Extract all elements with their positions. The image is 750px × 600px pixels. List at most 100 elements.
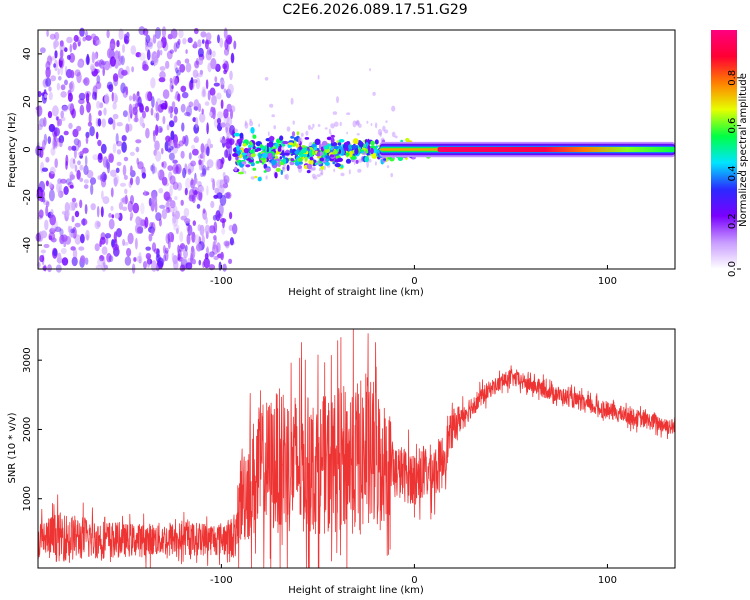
spectrogram-noise-cell xyxy=(124,256,132,266)
spectrogram-noise-cell xyxy=(227,36,232,45)
spectrogram-noise-cell xyxy=(219,79,225,86)
spectrogram-noise-cell xyxy=(48,91,53,101)
spectrogram-x-tick-label: 100 xyxy=(598,276,617,287)
spectrogram-noise-cell xyxy=(205,247,209,254)
spectrogram-noise-cell xyxy=(54,158,58,169)
spectrogram-noise-cell xyxy=(94,220,101,230)
spectrogram-noise-cell xyxy=(202,88,206,97)
spectrogram-noise-cell xyxy=(206,159,214,169)
spectrogram-faint-cell xyxy=(317,124,321,127)
spectrogram-noise-cell xyxy=(79,150,84,156)
spectrogram-noise-cell xyxy=(202,165,207,175)
spectrogram-noise-cell xyxy=(101,190,104,200)
spectrogram-noise-cell xyxy=(162,245,166,254)
spectrogram-noise-cell xyxy=(80,255,86,264)
spectrogram-noise-cell xyxy=(181,122,185,132)
spectrogram-noise-cell xyxy=(209,251,215,258)
snr-y-tick-label: 1000 xyxy=(22,486,33,511)
spectrogram-turbulent-cell xyxy=(249,149,256,154)
spectrogram-noise-cell xyxy=(39,255,45,263)
spectrogram-turbulent-cell xyxy=(348,150,353,158)
spectrogram-noise-cell xyxy=(198,185,205,193)
spectrogram-noise-cell xyxy=(197,103,202,113)
spectrogram-noise-cell xyxy=(220,99,224,109)
spectrogram-noise-cell xyxy=(85,92,90,104)
spectrogram-noise-cell xyxy=(190,177,194,186)
spectrogram-noise-cell xyxy=(157,257,164,268)
spectrogram-noise-cell xyxy=(228,258,233,264)
spectrogram-noise-cell xyxy=(192,220,196,226)
spectrogram-noise-cell xyxy=(80,233,85,244)
spectrogram-noise-cell xyxy=(44,93,47,99)
spectrogram-turbulent-cell xyxy=(309,156,314,161)
spectrogram-noise-cell xyxy=(218,261,222,271)
spectrogram-noise-cell xyxy=(122,110,128,118)
spectrogram-noise-cell xyxy=(74,234,82,245)
spectrogram-noise-cell xyxy=(100,143,107,154)
spectrogram-noise-cell xyxy=(72,42,77,51)
spectrogram-y-tick-label: -40 xyxy=(22,237,33,253)
spectrogram-noise-cell xyxy=(125,123,130,133)
spectrogram-noise-cell xyxy=(176,59,181,66)
spectrogram-noise-cell xyxy=(113,176,118,187)
spectrogram-noise-cell xyxy=(64,79,68,86)
spectrogram-noise-cell xyxy=(180,103,186,113)
spectrogram-noise-cell xyxy=(164,140,169,152)
spectrogram-turbulent-cell xyxy=(298,137,301,145)
spectrogram-noise-cell xyxy=(83,165,89,176)
spectrogram-noise-cell xyxy=(157,170,161,177)
spectrogram-noise-cell xyxy=(225,191,232,199)
spectrogram-noise-cell xyxy=(224,149,229,158)
spectrogram-noise-cell xyxy=(197,181,202,187)
spectrogram-noise-cell xyxy=(97,118,102,127)
spectrogram-turbulent-cell xyxy=(266,147,269,153)
spectrogram-noise-cell xyxy=(53,39,59,48)
spectrogram-noise-cell xyxy=(222,182,229,189)
spectrogram-turbulent-cell xyxy=(366,153,370,156)
spectrogram-noise-cell xyxy=(96,75,101,84)
spectrogram-noise-cell xyxy=(45,156,50,163)
spectrogram-noise-cell xyxy=(113,231,117,243)
spectrogram-heatmap xyxy=(35,26,675,274)
spectrogram-noise-cell xyxy=(104,93,110,105)
spectrogram-noise-cell xyxy=(202,150,206,163)
spectrogram-noise-cell xyxy=(176,69,181,76)
spectrogram-noise-cell xyxy=(195,77,201,90)
spectrogram-noise-cell xyxy=(222,63,227,70)
spectrogram-noise-cell xyxy=(139,104,145,113)
spectrogram-noise-cell xyxy=(169,49,174,54)
spectrogram-noise-cell xyxy=(165,207,170,214)
spectrogram-noise-cell xyxy=(169,81,174,93)
spectrogram-noise-cell xyxy=(205,32,212,41)
spectrogram-noise-cell xyxy=(148,233,153,242)
figure-title: C2E6.2026.089.17.51.G29 xyxy=(282,2,467,18)
spectrogram-turbulent-cell xyxy=(324,148,331,153)
spectrogram-noise-cell xyxy=(113,174,120,185)
spectrogram-noise-cell xyxy=(168,146,174,151)
spectrogram-noise-cell xyxy=(229,237,234,246)
spectrogram-noise-cell xyxy=(178,29,184,39)
spectrogram-noise-cell xyxy=(109,56,116,67)
spectrogram-noise-cell xyxy=(195,117,199,128)
spectrogram-noise-cell xyxy=(174,77,178,86)
spectrogram-noise-cell xyxy=(145,34,151,43)
spectrogram-turbulent-cell xyxy=(334,159,340,163)
spectrogram-noise-cell xyxy=(204,101,210,106)
spectrogram-noise-cell xyxy=(114,50,120,60)
spectrogram-noise-cell xyxy=(179,264,186,272)
spectrogram-noise-cell xyxy=(92,91,97,100)
spectrogram-noise-cell xyxy=(186,105,192,117)
spectrogram-turbulent-cell xyxy=(275,142,278,149)
spectrogram-noise-cell xyxy=(180,85,187,93)
spectrogram-noise-cell xyxy=(221,157,225,165)
spectrogram-noise-cell xyxy=(71,197,77,203)
spectrogram-noise-cell xyxy=(205,216,208,225)
spectrogram-noise-cell xyxy=(155,112,160,122)
spectrogram-noise-cell xyxy=(79,199,83,209)
spectrogram-faint-cell xyxy=(305,130,309,136)
spectrogram-turbulent-cell xyxy=(348,144,351,150)
colorbar-tick-label: 0.8 xyxy=(727,70,738,86)
spectrogram-noise-cell xyxy=(112,143,117,154)
spectrogram-noise-cell xyxy=(127,232,134,245)
spectrogram-noise-cell xyxy=(121,69,128,76)
